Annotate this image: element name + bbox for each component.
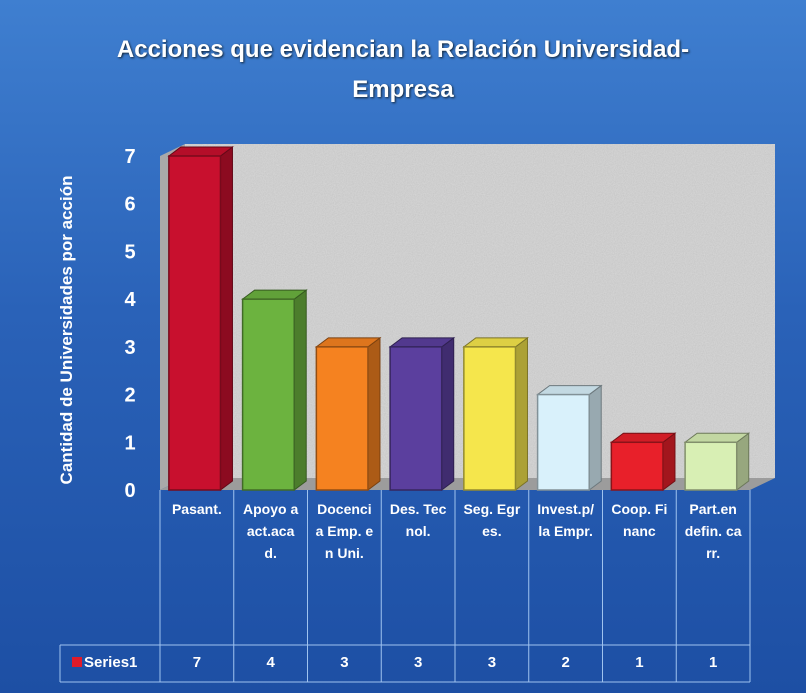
bar-side	[662, 432, 676, 491]
y-tick-label: 3	[124, 337, 135, 359]
bar	[241, 298, 295, 491]
category-label: Coop. Financ	[611, 501, 668, 539]
bar	[463, 346, 517, 491]
bar-side	[514, 336, 528, 491]
bar	[684, 441, 738, 491]
bar	[315, 346, 369, 491]
bar-side	[367, 336, 381, 491]
bar-top	[683, 432, 751, 443]
table-value: 7	[193, 654, 201, 671]
bar	[610, 441, 664, 491]
bar-side	[219, 146, 233, 491]
y-tick-label: 0	[124, 480, 135, 502]
table-value: 3	[340, 654, 348, 671]
bar-top	[536, 385, 603, 396]
y-tick-label: 4	[124, 289, 136, 311]
category-label: Invest.p/la Empr.	[537, 501, 595, 539]
bar	[536, 393, 590, 491]
bar	[168, 155, 222, 491]
table-value: 1	[635, 654, 643, 671]
table-value: 2	[561, 654, 569, 671]
y-tick-label: 5	[124, 241, 135, 263]
y-tick-label: 6	[124, 194, 135, 216]
bar-side	[441, 336, 455, 491]
bar-side	[736, 432, 750, 491]
bar-top	[609, 432, 677, 443]
chart-title: Acciones que evidencian la Relación Univ…	[116, 36, 690, 103]
category-label: Docencia Emp. en Uni.	[315, 501, 374, 561]
y-tick-label: 2	[124, 385, 135, 407]
table-value: 3	[414, 654, 422, 671]
category-label: Pasant.	[171, 501, 222, 517]
category-label: Des. Tecnol.	[389, 501, 447, 539]
bar-top	[462, 337, 529, 348]
y-tick-label: 1	[124, 432, 135, 454]
bar-top	[241, 289, 308, 300]
legend-label: Series1	[84, 654, 137, 671]
y-tick-label: 7	[124, 146, 135, 168]
category-label: Part.en defin. carr.	[684, 501, 742, 561]
category-label: Apoyo a act.acad.	[243, 501, 299, 561]
table-value: 3	[488, 654, 496, 671]
table-value: 1	[709, 654, 717, 671]
bar-side	[293, 289, 307, 491]
bar-top	[314, 337, 382, 348]
table-value: 4	[266, 654, 275, 671]
bar-side	[588, 384, 602, 491]
bar	[389, 346, 443, 491]
y-axis-title: Cantidad de Universidades por acción	[57, 176, 76, 485]
legend-key	[72, 657, 82, 667]
bar-top	[167, 146, 234, 157]
category-label: Seg. Egres.	[463, 501, 521, 539]
bar-top	[388, 337, 456, 348]
